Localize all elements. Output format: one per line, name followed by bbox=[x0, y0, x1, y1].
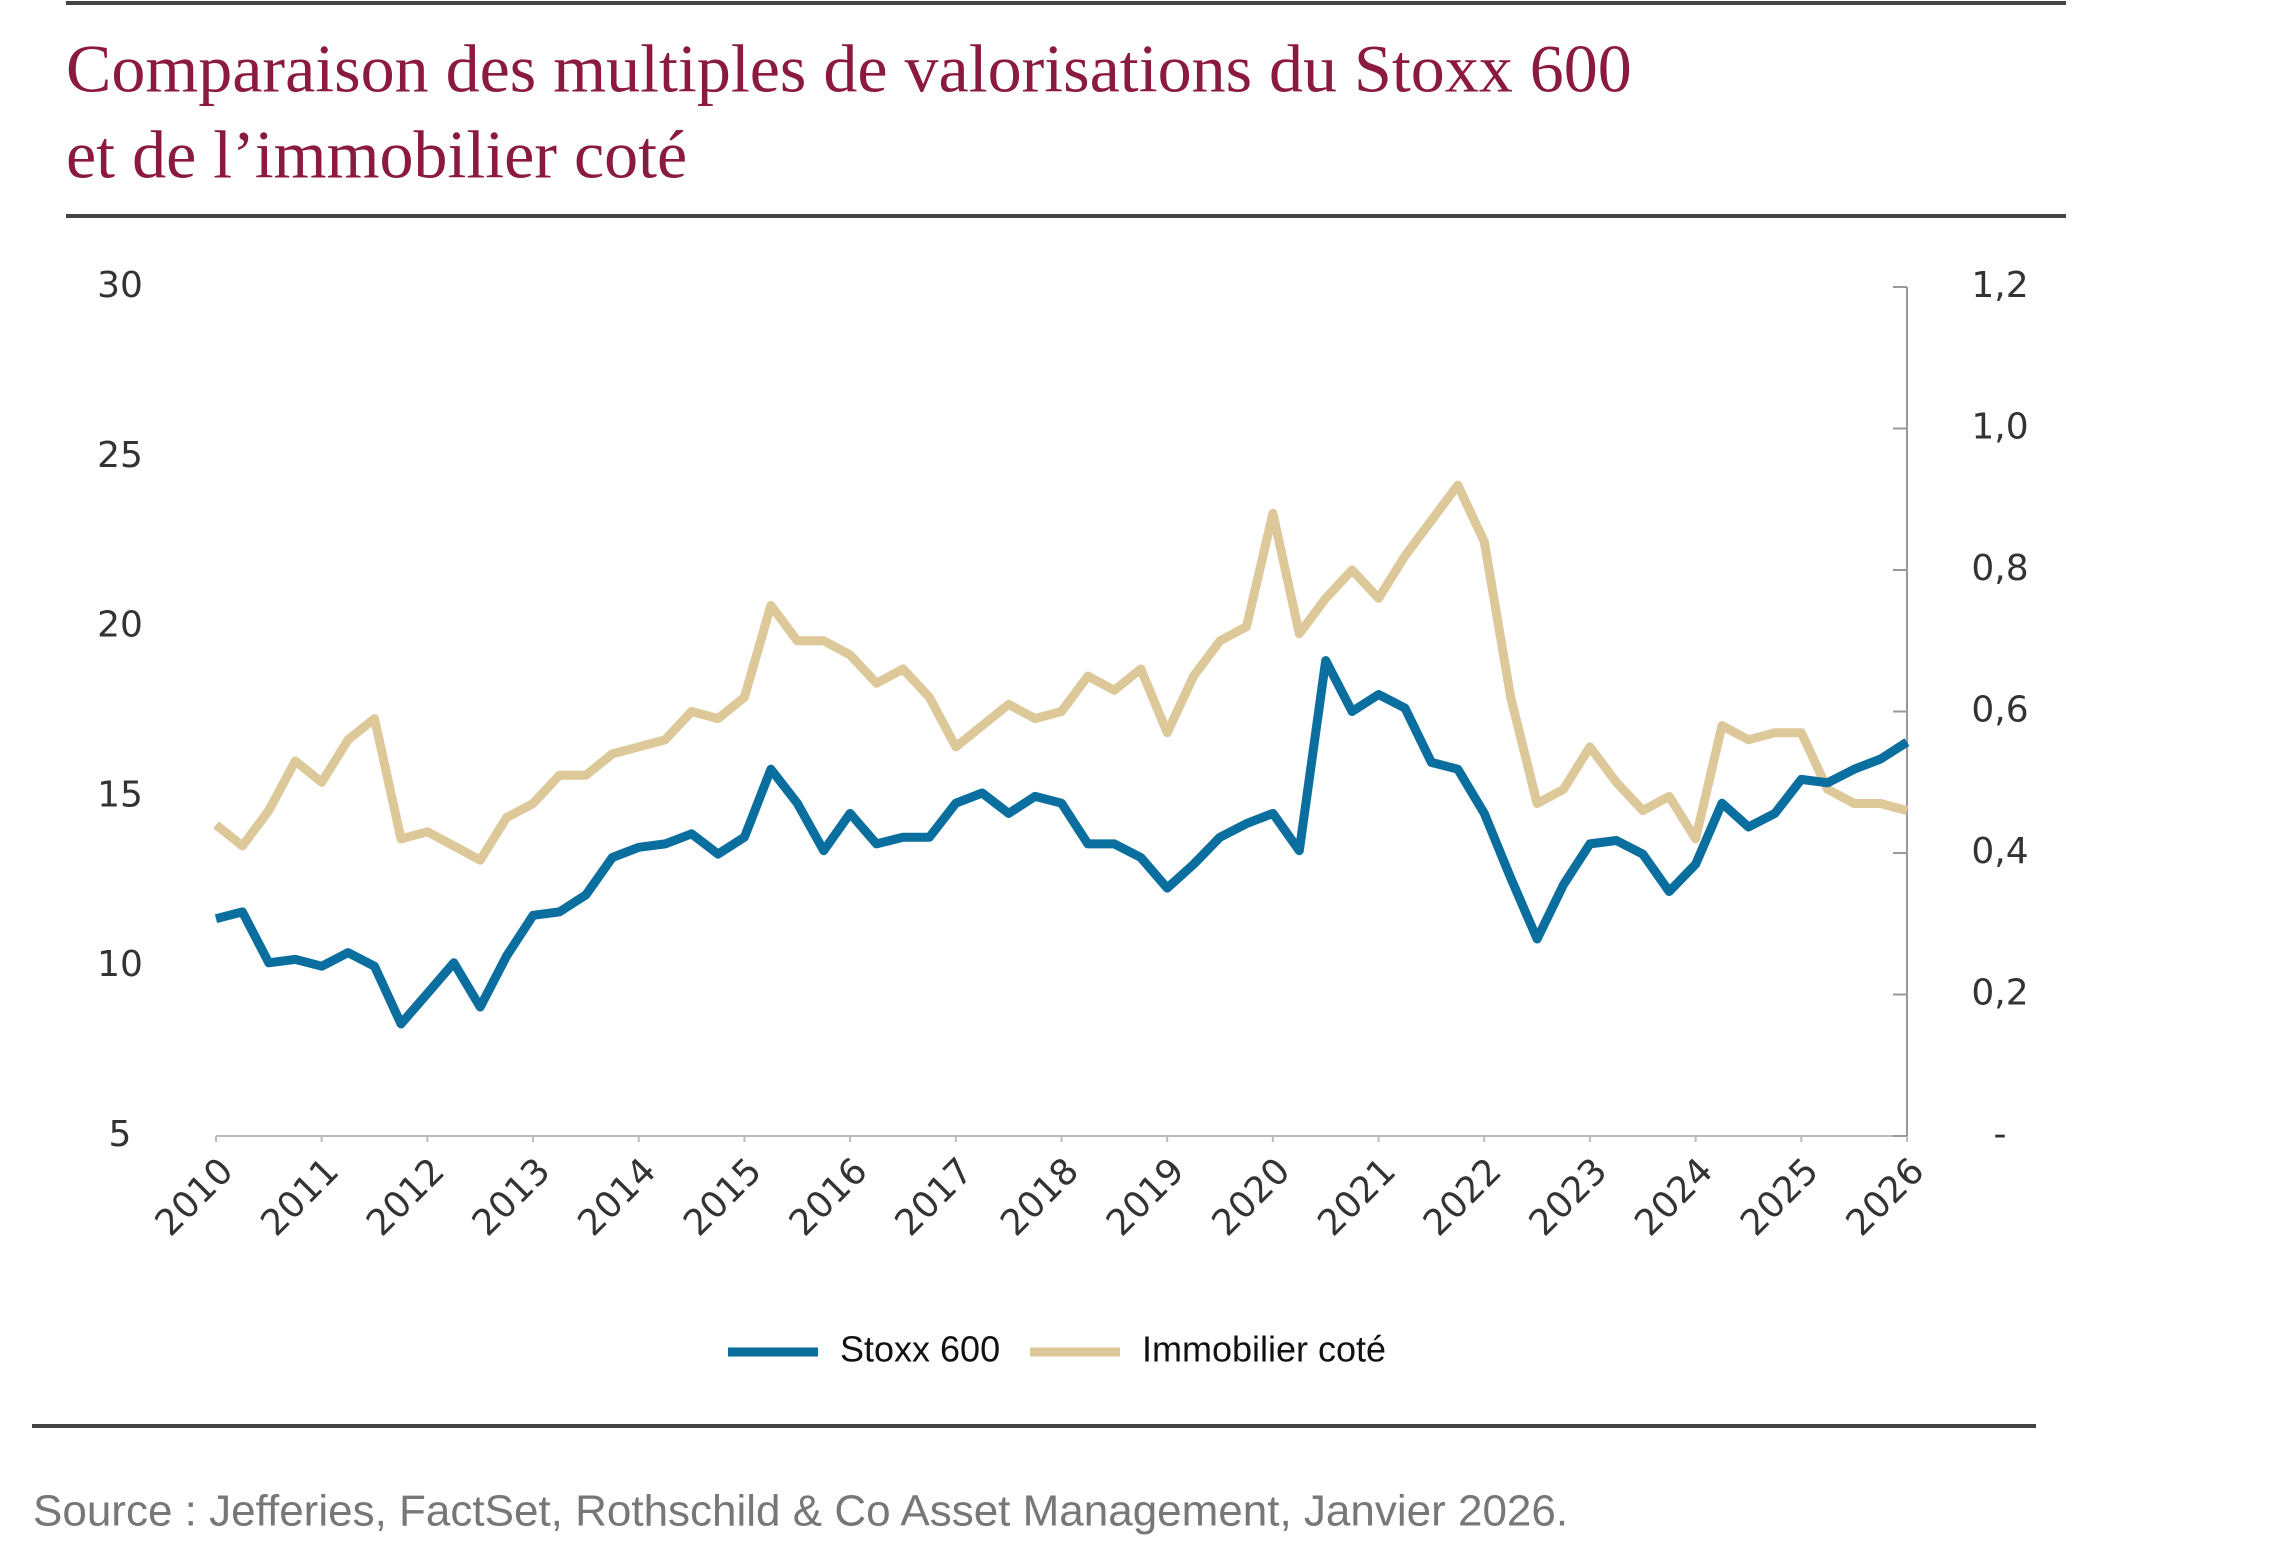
y-tick-label: 10 bbox=[97, 944, 143, 985]
y2-tick-label: 0,8 bbox=[1971, 548, 2028, 589]
x-tick-label: 2017 bbox=[887, 1150, 981, 1244]
x-tick-label: 2010 bbox=[148, 1150, 242, 1244]
legend-label: Immobilier coté bbox=[1142, 1329, 1386, 1370]
y-tick-label: 20 bbox=[97, 605, 143, 646]
y2-tick-label: 1,2 bbox=[1971, 265, 2028, 306]
x-tick-label: 2021 bbox=[1310, 1150, 1404, 1244]
x-tick-label: 2014 bbox=[570, 1150, 664, 1244]
x-tick-label: 2023 bbox=[1522, 1150, 1616, 1244]
series-line bbox=[214, 656, 1910, 1029]
x-tick-label: 2019 bbox=[1099, 1150, 1193, 1244]
chart-title: et de l’immobilier coté bbox=[66, 117, 687, 193]
y2-tick-label: 0,6 bbox=[1971, 690, 2028, 731]
legend-label: Stoxx 600 bbox=[840, 1329, 1000, 1370]
y2-tick-label: 0,2 bbox=[1971, 973, 2028, 1014]
x-tick-label: 2022 bbox=[1416, 1150, 1510, 1244]
x-tick-label: 2012 bbox=[359, 1150, 453, 1244]
y2-tick-label: 0,4 bbox=[1971, 831, 2028, 872]
y2-tick-label: - bbox=[1994, 1114, 2007, 1155]
y-tick-label: 25 bbox=[97, 435, 143, 476]
y-tick-label: 15 bbox=[97, 774, 143, 815]
y-tick-label: 30 bbox=[97, 265, 143, 306]
x-tick-label: 2024 bbox=[1627, 1150, 1721, 1244]
x-tick-label: 2020 bbox=[1205, 1150, 1299, 1244]
x-tick-label: 2016 bbox=[782, 1150, 876, 1244]
x-tick-label: 2018 bbox=[993, 1150, 1087, 1244]
x-tick-label: 2026 bbox=[1839, 1150, 1933, 1244]
source: Source : Jefferies, FactSet, Rothschild … bbox=[33, 1487, 1568, 1536]
y2-tick-label: 1,0 bbox=[1971, 407, 2028, 448]
y-tick-label: 5 bbox=[109, 1114, 132, 1155]
x-tick-label: 2011 bbox=[253, 1150, 347, 1244]
x-tick-label: 2015 bbox=[676, 1150, 770, 1244]
chart-title: Comparaison des multiples de valorisatio… bbox=[66, 31, 1632, 107]
x-tick-label: 2025 bbox=[1733, 1150, 1827, 1244]
series-line bbox=[213, 480, 1909, 865]
x-tick-label: 2013 bbox=[465, 1150, 559, 1244]
